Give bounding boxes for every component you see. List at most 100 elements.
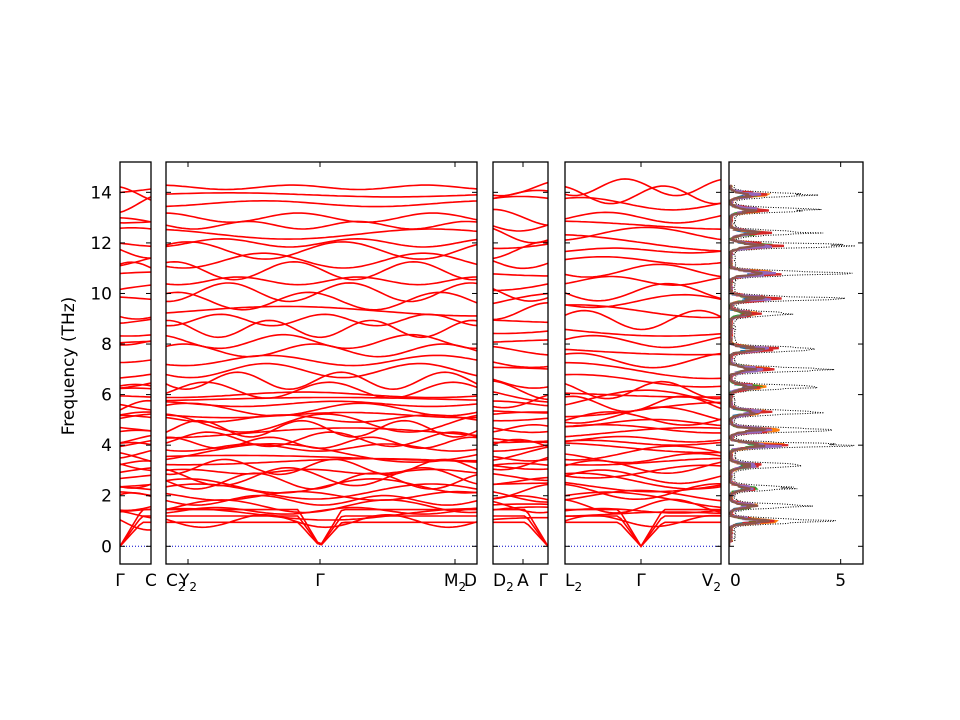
- optical-branch: [166, 212, 477, 224]
- optical-branch: [565, 334, 721, 349]
- optical-branch: [565, 185, 721, 205]
- optical-branch: [120, 318, 151, 324]
- optical-branch: [166, 381, 477, 399]
- optical-branch: [166, 419, 477, 438]
- optical-branch: [565, 514, 721, 528]
- band-panel-3: [493, 181, 548, 547]
- optical-branch: [493, 500, 548, 514]
- dos-panel-frame: [728, 161, 864, 565]
- acoustic-branch: [120, 521, 151, 547]
- optical-branch: [565, 304, 721, 319]
- optical-branch: [565, 328, 721, 337]
- optical-branch: [166, 192, 477, 198]
- optical-branch: [493, 391, 548, 403]
- band-panel-frame: [165, 161, 478, 565]
- optical-branch: [565, 392, 721, 398]
- optical-branch: [120, 414, 151, 419]
- optical-branch: [493, 283, 548, 292]
- optical-branch: [565, 309, 721, 331]
- optical-branch: [493, 243, 548, 250]
- optical-branch: [565, 442, 721, 454]
- frames-and-ticks: [119, 161, 864, 565]
- optical-branch: [120, 186, 151, 201]
- optical-branch: [120, 426, 151, 432]
- y-tick-label: 12: [90, 234, 112, 254]
- optical-branch: [493, 366, 548, 370]
- optical-branch: [493, 424, 548, 433]
- optical-branch: [493, 380, 548, 401]
- optical-branch: [120, 373, 151, 379]
- k-point-label: Γ: [115, 571, 125, 591]
- optical-branch: [565, 247, 721, 254]
- optical-branch: [166, 276, 477, 286]
- optical-branch: [120, 188, 151, 194]
- optical-branch: [565, 401, 721, 418]
- optical-branch: [166, 200, 477, 208]
- optical-branch: [166, 362, 477, 379]
- optical-branch: [166, 477, 477, 494]
- band-panel-2: [166, 184, 477, 547]
- optical-branch: [120, 411, 151, 416]
- optical-branch: [565, 352, 721, 369]
- optical-branch: [493, 260, 548, 270]
- k-point-label: Γ: [636, 571, 646, 591]
- acoustic-branch: [493, 508, 548, 547]
- optical-branch: [166, 319, 477, 339]
- optical-branch: [166, 467, 477, 487]
- dos-x-tick-label: 5: [835, 571, 846, 591]
- optical-branch: [493, 319, 548, 324]
- optical-branch: [166, 454, 477, 462]
- optical-branch: [166, 494, 477, 506]
- optical-branch: [565, 418, 721, 428]
- optical-branch: [166, 431, 477, 448]
- optical-branch: [166, 354, 477, 367]
- dos-x-tick-label: 0: [730, 571, 741, 591]
- k-point-label: L2: [565, 571, 582, 594]
- optical-branch: [493, 287, 548, 302]
- optical-branch: [565, 469, 721, 485]
- optical-branch: [166, 184, 477, 191]
- optical-branch: [120, 403, 151, 411]
- optical-branch: [166, 333, 477, 350]
- optical-branch: [120, 452, 151, 463]
- band-panel-1: [120, 186, 151, 547]
- optical-branch: [493, 506, 548, 511]
- optical-branch: [166, 472, 477, 490]
- optical-branch: [120, 483, 151, 488]
- k-point-label: C: [145, 571, 157, 591]
- k-point-label: Y2: [178, 571, 197, 594]
- optical-branch: [493, 330, 548, 335]
- optical-branch: [120, 491, 151, 497]
- k-point-label: A: [517, 571, 529, 591]
- optical-branch: [120, 395, 151, 398]
- optical-branch: [120, 296, 151, 301]
- optical-branch: [166, 396, 477, 402]
- optical-branch: [565, 361, 721, 380]
- optical-branch: [120, 359, 151, 364]
- optical-branch: [493, 181, 548, 197]
- optical-branch: [120, 248, 151, 259]
- optical-branch: [493, 444, 548, 452]
- optical-branch: [493, 400, 548, 407]
- optical-branch: [120, 257, 151, 267]
- band-panels: [120, 178, 721, 548]
- acoustic-branch: [493, 515, 548, 547]
- y-tick-label: 6: [101, 386, 112, 406]
- k-point-label: D2: [493, 571, 514, 594]
- y-tick-label: 10: [90, 284, 112, 304]
- optical-branch: [565, 472, 721, 490]
- optical-branch: [565, 220, 721, 230]
- optical-branch: [493, 224, 548, 232]
- y-tick-label: 0: [101, 537, 112, 557]
- optical-branch: [166, 371, 477, 391]
- optical-branch: [120, 271, 151, 275]
- optical-branch: [565, 435, 721, 443]
- optical-branch: [166, 411, 477, 419]
- optical-branch: [493, 417, 548, 422]
- optical-branch: [120, 221, 151, 224]
- optical-branch: [565, 256, 721, 266]
- optical-branch: [120, 315, 151, 320]
- optical-branch: [493, 410, 548, 414]
- dos-total-line: [729, 184, 856, 547]
